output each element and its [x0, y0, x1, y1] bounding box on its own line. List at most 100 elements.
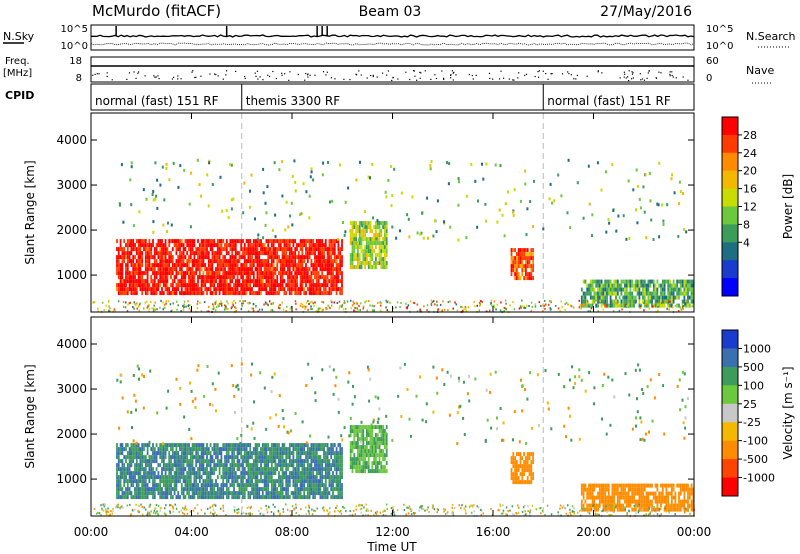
backscatter-cell: [339, 463, 342, 468]
backscatter-cell: [224, 463, 226, 468]
backscatter-cell: [238, 463, 241, 468]
backscatter-cell: [598, 283, 601, 288]
backscatter-cell: [168, 463, 171, 468]
backscatter-cell: [143, 459, 145, 464]
sparse-echo: [650, 218, 653, 222]
backscatter-cell: [220, 267, 223, 272]
backscatter-cell: [247, 275, 250, 280]
backscatter-cell: [116, 283, 118, 288]
backscatter-cell: [170, 487, 172, 492]
backscatter-cell: [272, 247, 275, 252]
backscatter-cell: [297, 491, 300, 496]
backscatter-cell: [231, 495, 234, 500]
sparse-echo: [391, 194, 394, 197]
nave-point: [94, 73, 96, 75]
backscatter-cell: [128, 271, 131, 276]
backscatter-cell: [134, 487, 136, 492]
backscatter-cell: [211, 291, 214, 296]
backscatter-cell: [290, 475, 293, 480]
nave-point: [243, 75, 246, 78]
backscatter-cell: [598, 483, 601, 488]
backscatter-cell: [530, 476, 533, 481]
backscatter-cell: [215, 495, 217, 500]
backscatter-cell: [355, 253, 357, 258]
backscatter-cell: [337, 271, 340, 276]
backscatter-cell: [647, 291, 650, 296]
nave-point: [672, 76, 674, 78]
backscatter-cell: [279, 495, 282, 500]
backscatter-cell: [319, 259, 322, 264]
backscatter-cell: [382, 425, 384, 430]
backscatter-cell: [332, 447, 334, 452]
backscatter-cell: [256, 291, 259, 296]
backscatter-cell: [305, 279, 307, 284]
backscatter-cell: [200, 283, 203, 288]
backscatter-cell: [305, 467, 307, 472]
backscatter-cell: [119, 471, 122, 476]
backscatter-cell: [261, 243, 264, 248]
backscatter-cell: [116, 259, 118, 264]
backscatter-cell: [281, 471, 284, 476]
backscatter-cell: [184, 487, 187, 492]
backscatter-cell: [220, 259, 223, 264]
near-range-echo: [386, 309, 388, 312]
backscatter-cell: [139, 267, 142, 272]
backscatter-cell: [512, 472, 515, 477]
near-range-echo: [605, 305, 608, 308]
backscatter-cell: [155, 487, 158, 492]
backscatter-cell: [332, 271, 334, 276]
backscatter-cell: [216, 283, 219, 288]
backscatter-cell: [126, 495, 129, 500]
backscatter-cell: [519, 252, 522, 257]
sparse-echo: [400, 191, 403, 195]
backscatter-cell: [335, 471, 338, 476]
backscatter-cell: [245, 283, 248, 288]
nave-point: [597, 71, 599, 73]
sparse-echo: [349, 229, 352, 233]
backscatter-cell: [351, 261, 354, 266]
backscatter-cell: [385, 241, 388, 246]
backscatter-cell: [152, 491, 154, 496]
backscatter-cell: [353, 257, 356, 262]
backscatter-cell: [598, 499, 601, 504]
backscatter-cell: [362, 253, 365, 258]
backscatter-cell: [155, 259, 158, 264]
backscatter-cell: [283, 291, 286, 296]
backscatter-cell: [285, 475, 288, 480]
backscatter-cell: [224, 443, 226, 448]
backscatter-cell: [222, 267, 225, 272]
backscatter-cell: [279, 243, 282, 248]
backscatter-cell: [211, 447, 214, 452]
backscatter-cell: [366, 429, 368, 434]
sparse-echo: [161, 165, 164, 169]
backscatter-cell: [366, 425, 368, 430]
backscatter-cell: [382, 249, 384, 254]
backscatter-cell: [315, 459, 318, 464]
backscatter-cell: [191, 267, 194, 272]
backscatter-cell: [202, 255, 205, 260]
nave-point: [111, 79, 113, 81]
near-range-echo: [560, 300, 562, 303]
backscatter-cell: [523, 472, 525, 477]
backscatter-cell: [319, 483, 322, 488]
backscatter-cell: [283, 463, 286, 468]
backscatter-cell: [530, 248, 533, 253]
backscatter-cell: [233, 271, 235, 276]
near-range-echo: [643, 302, 645, 304]
backscatter-cell: [532, 476, 534, 481]
backscatter-cell: [121, 279, 124, 284]
backscatter-cell: [152, 467, 154, 472]
backscatter-cell: [222, 447, 225, 452]
backscatter-cell: [625, 291, 628, 296]
backscatter-cell: [281, 239, 284, 244]
backscatter-cell: [251, 475, 253, 480]
backscatter-cell: [685, 303, 688, 308]
backscatter-cell: [195, 463, 198, 468]
backscatter-cell: [312, 471, 315, 476]
backscatter-cell: [189, 463, 192, 468]
sparse-echo: [582, 216, 585, 220]
backscatter-cell: [175, 495, 178, 500]
backscatter-cell: [308, 471, 311, 476]
sparse-echo: [130, 161, 133, 165]
backscatter-cell: [243, 271, 246, 276]
